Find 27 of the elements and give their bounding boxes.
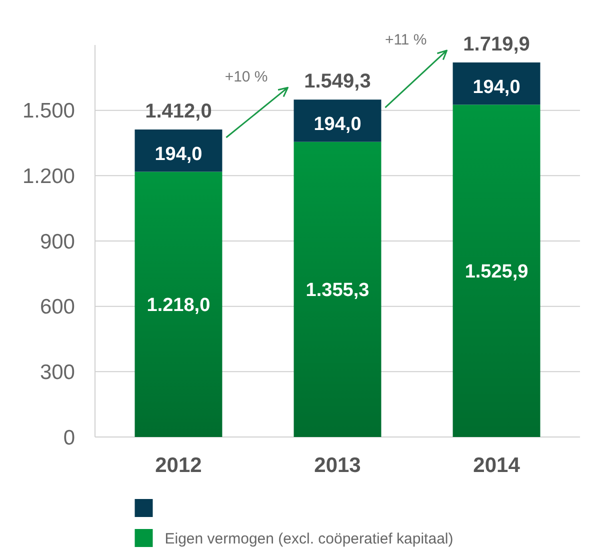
data-label: 1.525,9 (464, 261, 528, 282)
x-tick-label: 2013 (314, 454, 361, 477)
y-tick-label: 300 (40, 361, 75, 384)
x-tick-label: 2014 (473, 454, 520, 477)
legend-label: Eigen vermogen (excl. coöperatief kapitaal) (164, 530, 454, 548)
x-tick-label: 2012 (155, 454, 202, 477)
data-label: 1.218,0 (146, 295, 210, 316)
total-label: 1.549,3 (304, 70, 371, 93)
bar (452, 104, 540, 437)
bar (452, 62, 540, 105)
y-tick-label: 600 (40, 296, 75, 319)
annotation: +11 % (384, 31, 427, 48)
y-tick-label: 0 (63, 426, 75, 450)
bar (294, 142, 382, 437)
bar (134, 130, 222, 172)
data-label: 1.355,3 (306, 280, 370, 302)
y-tick-label: 1.200 (22, 165, 75, 188)
bar (134, 172, 222, 437)
total-label: 1.719,9 (463, 33, 530, 56)
bar (294, 100, 382, 142)
data-label: 194,0 (154, 144, 202, 166)
data-label: 194,0 (314, 114, 362, 136)
annotation: +10 % (224, 68, 268, 86)
y-tick-label: 1.500 (22, 100, 75, 123)
y-tick-label: 900 (40, 230, 75, 254)
data-label: 194,0 (472, 77, 520, 98)
total-label: 1.412,0 (145, 100, 212, 122)
